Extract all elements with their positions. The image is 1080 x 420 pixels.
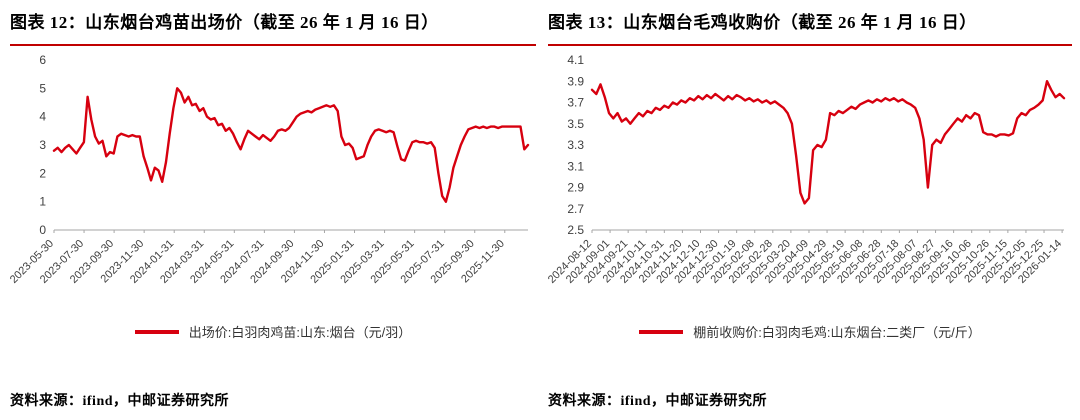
svg-text:1: 1 bbox=[39, 195, 46, 209]
source-note: 资料来源：ifind，中邮证券研究所 bbox=[548, 394, 768, 409]
chart-legend: 出场价:白羽肉鸡苗:山东:烟台（元/羽） bbox=[10, 322, 536, 341]
line-chart-chick-price: 01234562023-05-302023-07-302023-09-30202… bbox=[10, 53, 530, 286]
source-note: 资料来源：ifind，中邮证券研究所 bbox=[10, 394, 230, 409]
title-divider bbox=[548, 44, 1072, 46]
chart-title: 图表 12：山东烟台鸡苗出场价（截至 26 年 1 月 16 日） bbox=[10, 13, 439, 32]
svg-text:2.5: 2.5 bbox=[567, 223, 584, 237]
svg-text:0: 0 bbox=[39, 223, 46, 237]
svg-text:3.9: 3.9 bbox=[567, 74, 584, 88]
svg-text:3: 3 bbox=[39, 138, 46, 152]
legend-label: 出场价:白羽肉鸡苗:山东:烟台（元/羽） bbox=[188, 325, 412, 340]
svg-text:4: 4 bbox=[39, 110, 46, 124]
svg-text:3.1: 3.1 bbox=[567, 159, 584, 173]
svg-text:2: 2 bbox=[39, 166, 46, 180]
svg-text:2.7: 2.7 bbox=[567, 202, 584, 216]
svg-text:3.7: 3.7 bbox=[567, 96, 584, 110]
legend-line-swatch bbox=[639, 329, 684, 334]
chart-title: 图表 13：山东烟台毛鸡收购价（截至 26 年 1 月 16 日） bbox=[548, 13, 977, 32]
svg-text:3.3: 3.3 bbox=[567, 138, 584, 152]
svg-text:2.9: 2.9 bbox=[567, 181, 584, 195]
chart-panel-broiler-price: 图表 13：山东烟台毛鸡收购价（截至 26 年 1 月 16 日） 2.5 2.7… bbox=[548, 8, 1072, 412]
svg-text:3.5: 3.5 bbox=[567, 117, 584, 131]
svg-text:5: 5 bbox=[39, 81, 46, 95]
line-chart-broiler-price: 2.52.72.93.13.33.53.73.94.12024-08-12202… bbox=[548, 53, 1066, 286]
svg-text:4.1: 4.1 bbox=[567, 53, 584, 67]
chart-legend: 棚前收购价:白羽肉毛鸡:山东烟台:二类厂（元/斤） bbox=[548, 322, 1072, 341]
legend-line-swatch bbox=[134, 329, 179, 334]
chart-panel-chick-price: 图表 12：山东烟台鸡苗出场价（截至 26 年 1 月 16 日） 0 1 2 3 4 5… bbox=[10, 8, 536, 412]
title-divider bbox=[10, 44, 536, 46]
legend-label: 棚前收购价:白羽肉毛鸡:山东烟台:二类厂（元/斤） bbox=[693, 325, 981, 340]
svg-text:6: 6 bbox=[39, 53, 46, 67]
